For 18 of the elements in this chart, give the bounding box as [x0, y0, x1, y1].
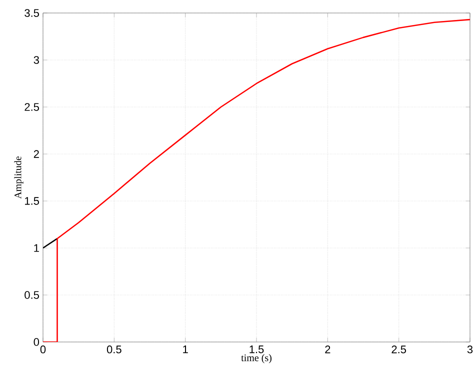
x-tick-label: 3	[467, 346, 473, 354]
y-tick-label: 1.5	[25, 197, 39, 205]
x-tick-label: 1	[183, 346, 188, 354]
x-tick-label: 0.5	[106, 346, 122, 354]
y-tick-label: 2.5	[24, 103, 39, 111]
x-tick-label: 2	[325, 346, 330, 354]
y-tick-label: 2	[34, 150, 39, 158]
y-axis-title: Amplitude	[14, 156, 24, 199]
y-tick-label: 1	[34, 244, 39, 252]
x-axis-title: time (s)	[241, 354, 272, 364]
y-tick-label: 3.5	[24, 9, 39, 17]
y-tick-label: 0.5	[24, 291, 39, 299]
line-series	[43, 18, 470, 342]
y-tick-label: 0	[34, 338, 40, 346]
x-tick-label: 2.5	[392, 346, 406, 354]
y-tick-label: 3	[34, 56, 39, 64]
x-tick-label: 0	[40, 346, 46, 354]
x-tick-label: 1.5	[250, 346, 264, 354]
